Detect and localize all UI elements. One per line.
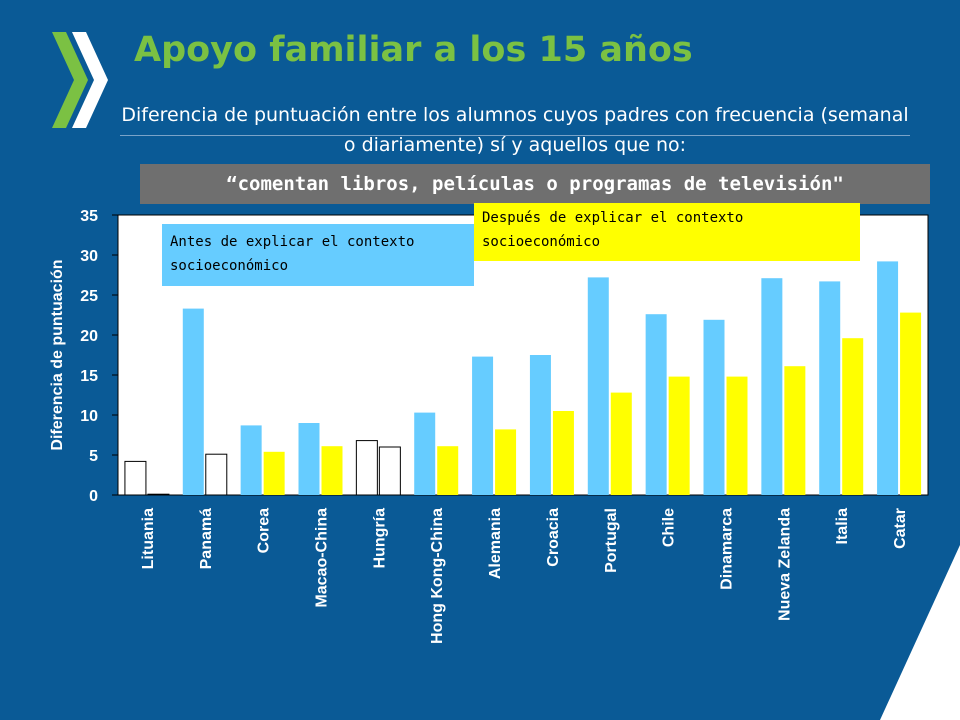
- bar-before-5: [414, 412, 436, 495]
- x-category-label: Portugal: [603, 508, 620, 573]
- x-category-label: Alemania: [487, 508, 504, 579]
- y-axis-label: Diferencia de puntuación: [49, 259, 66, 450]
- bar-after-10: [726, 376, 748, 495]
- page-number: 13: [916, 680, 929, 691]
- divider: [120, 135, 910, 136]
- bar-after-0: [147, 493, 170, 496]
- x-category-label: Italia: [834, 508, 851, 545]
- x-category-label: Croacia: [545, 508, 562, 567]
- bar-after-7: [552, 411, 574, 495]
- y-tick-label: 20: [80, 328, 98, 345]
- bar-before-13: [877, 261, 899, 495]
- page-subtitle: Diferencia de puntuación entre los alumn…: [121, 104, 909, 156]
- page-title: Apoyo familiar a los 15 años: [134, 30, 693, 70]
- bar-after-11: [784, 366, 806, 495]
- bar-after-4: [378, 446, 401, 496]
- bar-after-8: [610, 392, 632, 495]
- bar-before-7: [529, 355, 551, 495]
- legend-before-label: Antes de explicar el contexto socioeconó…: [170, 234, 415, 274]
- bar-before-10: [703, 319, 725, 495]
- quote-banner: “comentan libros, películas o programas …: [140, 164, 930, 204]
- x-category-label: Lituania: [140, 508, 157, 569]
- bar-before-3: [298, 423, 320, 495]
- x-category-label: Hungría: [371, 508, 388, 569]
- legend-after: Después de explicar el contexto socioeco…: [474, 203, 860, 261]
- oecd-logo: [52, 32, 108, 128]
- x-category-label: Catar: [892, 508, 909, 549]
- bar-after-5: [437, 446, 459, 495]
- bar-before-8: [587, 277, 609, 495]
- bar-after-6: [495, 429, 517, 495]
- bar-before-0: [124, 460, 147, 496]
- x-category-label: Corea: [256, 508, 273, 553]
- bar-before-2: [240, 425, 262, 495]
- bar-before-6: [472, 356, 494, 495]
- bar-after-9: [668, 376, 690, 495]
- bar-after-13: [900, 312, 922, 495]
- y-tick-label: 5: [89, 448, 98, 465]
- bar-before-4: [355, 440, 378, 496]
- x-category-label: Dinamarca: [719, 508, 736, 590]
- x-category-label: Panamá: [198, 508, 215, 569]
- bar-after-1: [205, 453, 228, 496]
- corner-triangle: [880, 545, 960, 720]
- x-category-label: Hong Kong-China: [429, 508, 446, 644]
- bar-before-11: [761, 278, 783, 495]
- bar-before-9: [645, 314, 667, 495]
- y-tick-label: 15: [80, 368, 98, 385]
- y-tick-label: 35: [80, 208, 98, 225]
- x-category-label: Chile: [661, 508, 678, 547]
- bar-after-2: [263, 451, 285, 495]
- legend-before: Antes de explicar el contexto socioeconó…: [162, 224, 474, 286]
- y-tick-label: 30: [80, 248, 98, 265]
- y-tick-label: 0: [89, 488, 98, 505]
- x-category-label: Macao-China: [314, 508, 331, 608]
- bar-after-3: [321, 446, 343, 495]
- bar-after-12: [842, 338, 864, 495]
- x-category-label: Nueva Zelanda: [776, 508, 793, 621]
- bar-before-12: [819, 281, 841, 495]
- y-tick-label: 10: [80, 408, 98, 425]
- y-tick-label: 25: [80, 288, 98, 305]
- legend-after-label: Después de explicar el contexto socioeco…: [482, 210, 744, 250]
- bar-before-1: [182, 308, 204, 495]
